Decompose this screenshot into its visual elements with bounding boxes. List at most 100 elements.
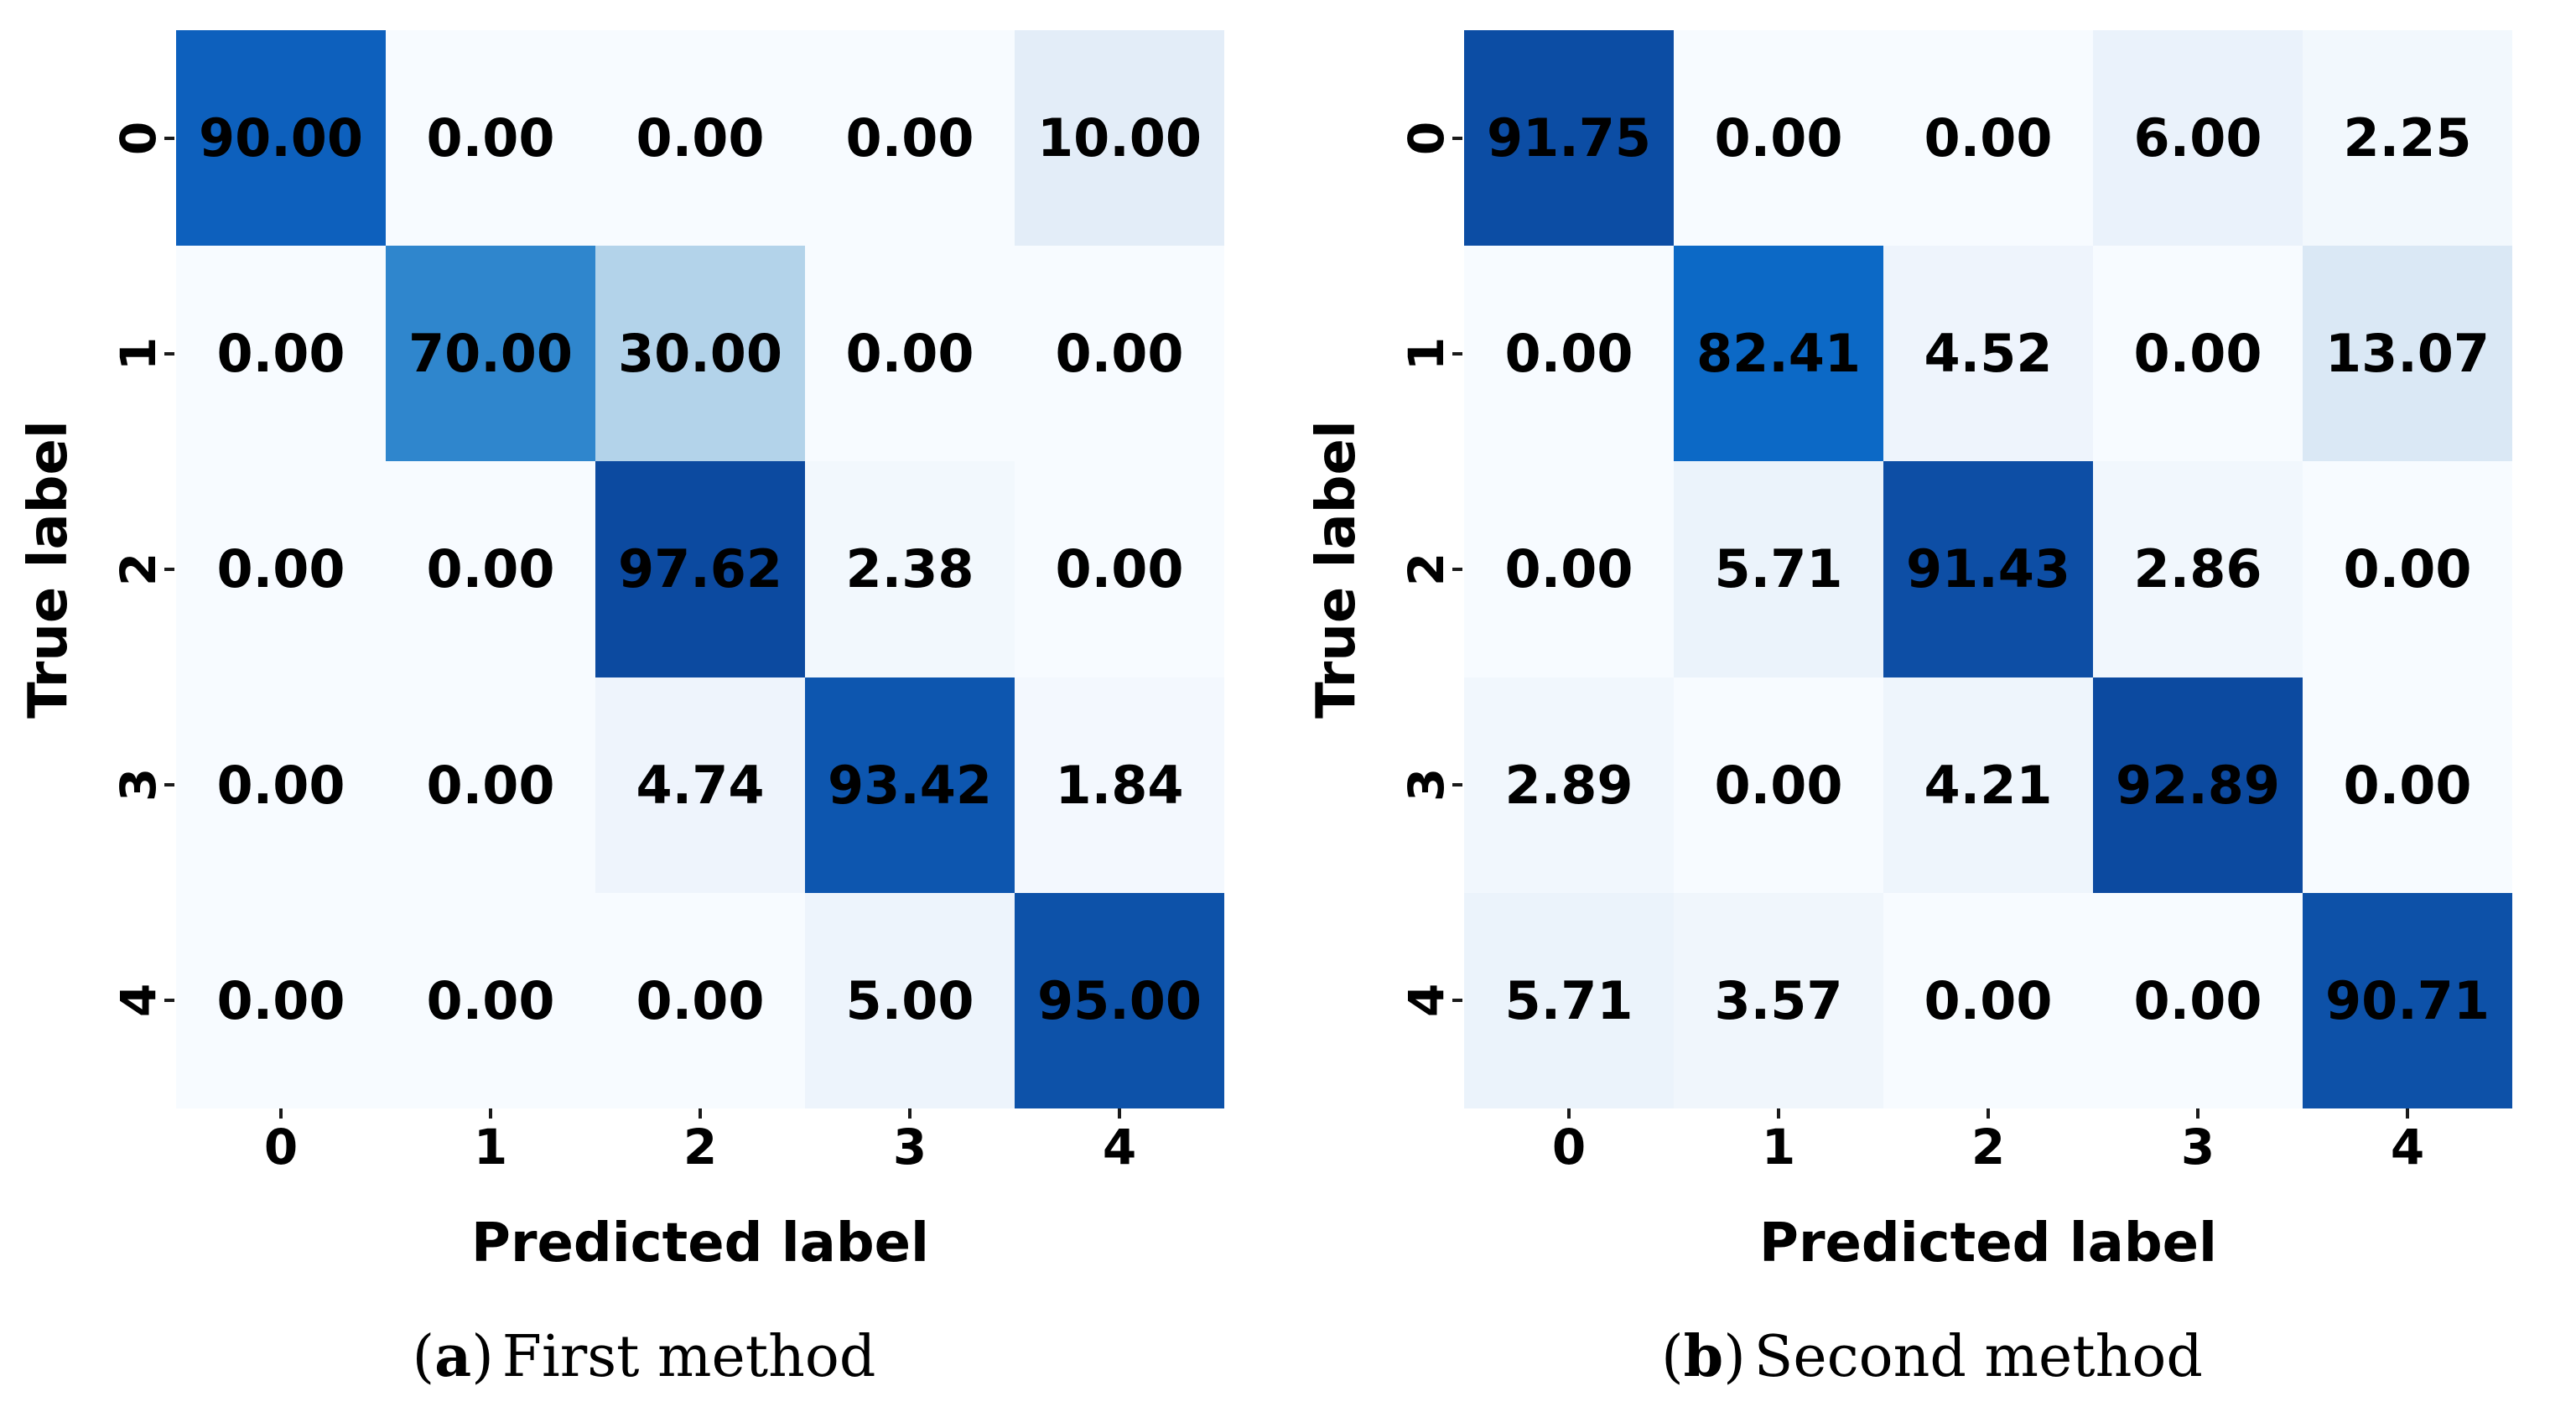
confusion-matrix-a: 90.00 0.00 0.00 0.00 10.00 0.00 70.00 30.00 0.00… (176, 30, 1224, 1108)
y-tick: 3 (1397, 677, 1462, 893)
heatmap-cell: 0.00 (595, 892, 805, 1108)
tick-mark (2406, 1108, 2409, 1119)
heatmap-cell: 4.52 (1883, 246, 2093, 462)
heatmap-cell: 0.00 (386, 461, 595, 677)
heatmap-cell: 92.89 (2093, 677, 2303, 893)
tick-mark (1452, 351, 1462, 356)
y-tick-label: 2 (1397, 552, 1455, 587)
confusion-matrix-b: 91.75 0.00 0.00 6.00 2.25 0.00 82.41 4.52 0.00 13… (1464, 30, 2512, 1108)
y-axis-ticks: 0 1 2 3 4 (1397, 30, 1462, 1108)
tick-mark (164, 568, 174, 571)
heatmap-cell: 0.00 (1883, 30, 2093, 247)
heatmap-cell: 1.84 (1015, 677, 1224, 893)
y-tick-label: 2 (109, 552, 167, 587)
heatmap-cell: 30.00 (595, 246, 805, 462)
tick-mark (164, 351, 174, 356)
caption-letter: a (434, 1323, 472, 1390)
y-tick: 1 (1398, 246, 1462, 461)
heatmap-cell: 0.00 (176, 677, 386, 893)
tick-mark (1987, 1108, 1990, 1119)
heatmap-cell: 90.00 (176, 30, 386, 247)
heatmap-cell: 0.00 (386, 892, 595, 1108)
heatmap-cell: 0.00 (2303, 677, 2512, 893)
x-tick-label: 4 (1102, 1119, 1137, 1176)
x-axis-ticks: 0 1 2 3 4 (1464, 1108, 2512, 1176)
y-tick: 0 (109, 30, 174, 246)
tick-mark (164, 999, 174, 1003)
heatmap-cell: 6.00 (2093, 30, 2303, 247)
x-tick-label: 1 (473, 1119, 508, 1176)
y-tick-label: 3 (1397, 768, 1455, 802)
caption-paren-close: ) (1723, 1324, 1746, 1390)
heatmap-cell: 0.00 (176, 892, 386, 1108)
heatmap-cell: 2.89 (1464, 677, 1674, 893)
tick-mark (1777, 1108, 1780, 1119)
x-tick: 1 (1674, 1108, 1883, 1176)
caption-paren-close: ) (471, 1324, 494, 1390)
tick-mark (164, 783, 174, 787)
x-tick: 0 (1464, 1108, 1674, 1176)
caption-paren-open: ( (1661, 1324, 1684, 1390)
tick-mark (1452, 999, 1462, 1003)
heatmap-cell: 0.00 (1015, 246, 1224, 462)
heatmap-cell: 0.00 (386, 30, 595, 247)
tick-mark (699, 1108, 702, 1119)
x-tick-label: 3 (892, 1119, 927, 1176)
y-axis-label: True label (15, 30, 82, 1108)
y-axis-ticks: 0 1 2 3 4 (109, 30, 174, 1108)
x-axis-ticks: 0 1 2 3 4 (176, 1108, 1224, 1176)
x-tick-label: 0 (1551, 1119, 1587, 1176)
heatmap-cell: 97.62 (595, 461, 805, 677)
y-tick-label: 0 (109, 121, 167, 155)
heatmap-cell: 10.00 (1015, 30, 1224, 247)
y-tick: 2 (109, 461, 174, 677)
heatmap-cell: 0.00 (2093, 892, 2303, 1108)
heatmap-cell: 2.86 (2093, 461, 2303, 677)
x-tick-label: 2 (1971, 1119, 2006, 1176)
x-tick: 3 (805, 1108, 1015, 1176)
heatmap-cell: 0.00 (805, 246, 1015, 462)
subfigure-caption-a: (a) First method (0, 1323, 1288, 1390)
tick-mark (164, 136, 174, 140)
tick-mark (489, 1108, 492, 1119)
x-axis-label: Predicted label (1759, 1212, 2217, 1274)
heatmap-cell: 95.00 (1015, 892, 1224, 1108)
heatmap-cell: 0.00 (1674, 677, 1883, 893)
heatmap-cell: 5.00 (805, 892, 1015, 1108)
y-tick-label: 4 (1397, 984, 1455, 1018)
x-tick: 4 (1015, 1108, 1224, 1176)
heatmap-cell: 0.00 (805, 30, 1015, 247)
heatmap-cell: 13.07 (2303, 246, 2512, 462)
y-tick: 3 (110, 677, 174, 893)
tick-mark (2196, 1108, 2199, 1119)
x-tick-label: 3 (2180, 1119, 2215, 1176)
heatmap-cell: 2.38 (805, 461, 1015, 677)
y-tick: 1 (109, 246, 174, 461)
tick-mark (1452, 136, 1462, 140)
heatmap-cell: 82.41 (1674, 246, 1883, 462)
y-tick: 2 (1397, 461, 1462, 677)
tick-mark (1452, 568, 1462, 571)
heatmap-cell: 0.00 (1464, 461, 1674, 677)
heatmap-cell: 0.00 (2093, 246, 2303, 462)
tick-mark (908, 1108, 911, 1119)
heatmap-cell: 3.57 (1674, 892, 1883, 1108)
x-tick: 2 (595, 1108, 805, 1176)
x-tick: 1 (386, 1108, 595, 1176)
heatmap-cell: 0.00 (386, 677, 595, 893)
x-tick: 0 (176, 1108, 386, 1176)
y-tick-label: 4 (109, 984, 167, 1018)
heatmap-cell: 4.74 (595, 677, 805, 893)
heatmap-cell: 0.00 (176, 461, 386, 677)
x-tick-label: 2 (683, 1119, 718, 1176)
tick-mark (1452, 783, 1462, 787)
y-tick-label: 1 (109, 336, 167, 371)
y-tick-label: 0 (1397, 121, 1455, 155)
heatmap-cell: 0.00 (176, 246, 386, 462)
x-tick: 3 (2093, 1108, 2303, 1176)
y-axis-label-text: True label (18, 420, 80, 719)
heatmap-cell: 5.71 (1464, 892, 1674, 1108)
heatmap-cell: 70.00 (386, 246, 595, 462)
